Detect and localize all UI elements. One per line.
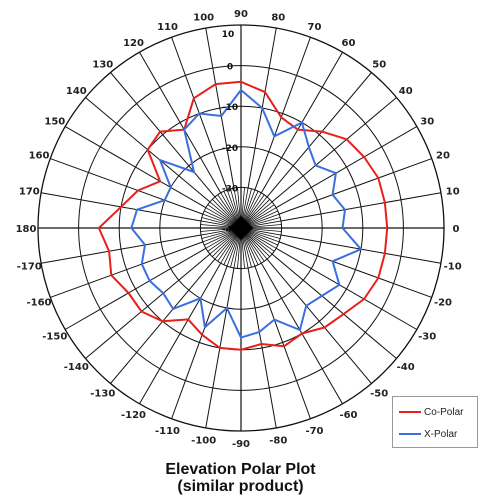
angle-label: 160: [29, 151, 50, 162]
radial-label: 0: [227, 63, 233, 73]
legend-item-co-polar: Co-Polar: [399, 405, 463, 419]
grid-spoke: [50, 241, 204, 298]
angle-label: -130: [90, 389, 115, 400]
grid-spoke: [205, 27, 235, 189]
grid-spoke: [247, 267, 277, 429]
angle-label: 100: [193, 12, 214, 23]
angle-label: -120: [121, 410, 146, 421]
angle-label: 20: [436, 151, 450, 162]
co-polar-swatch: [399, 411, 421, 413]
legend-label-co-polar: Co-Polar: [424, 406, 464, 418]
polar-plot: 0102030405060708090100110120130140150160…: [16, 9, 462, 450]
angle-label: -20: [434, 298, 452, 309]
co-polar-line: [97, 80, 389, 351]
x-polar-line: [130, 89, 362, 339]
angle-label: 130: [92, 59, 113, 70]
angle-label: -30: [418, 332, 436, 343]
grid-spoke: [50, 158, 204, 215]
grid-spoke: [275, 247, 418, 330]
radial-label: -10: [222, 103, 238, 113]
angle-label: 170: [19, 187, 40, 198]
grid-spoke: [275, 126, 418, 209]
grid-spoke: [85, 253, 211, 359]
angle-label: -40: [397, 362, 415, 373]
angle-label: 80: [271, 12, 285, 23]
grid-spoke: [278, 158, 432, 215]
grid-spoke: [280, 192, 442, 222]
chart-subtitle: (similar product): [177, 478, 304, 495]
angle-label: 110: [157, 22, 178, 33]
angle-label: 120: [123, 38, 144, 49]
legend: Co-Polar X-Polar: [392, 396, 478, 448]
angle-label: 60: [342, 38, 356, 49]
radial-label: 10: [222, 30, 235, 40]
grid-spoke: [266, 72, 372, 198]
angle-label: -60: [339, 410, 357, 421]
angle-label: -140: [64, 362, 89, 373]
grid-spoke: [110, 72, 216, 198]
angle-label: -10: [444, 261, 462, 272]
angle-label: -150: [42, 332, 67, 343]
grid-spoke: [139, 262, 222, 405]
chart-title: Elevation Polar Plot: [165, 461, 316, 478]
legend-item-x-polar: X-Polar: [399, 427, 457, 441]
angle-label: 0: [453, 224, 460, 235]
grid-spoke: [40, 234, 202, 264]
angle-label: 180: [16, 224, 37, 235]
grid-spoke: [278, 241, 432, 298]
angle-label: 150: [44, 117, 65, 128]
grid-spoke: [254, 37, 311, 191]
grid-spoke: [254, 265, 311, 419]
radial-label: -40: [222, 225, 238, 235]
grid-spoke: [271, 97, 397, 203]
angle-label: 140: [66, 86, 87, 97]
angle-label: 10: [446, 187, 460, 198]
angle-label: -100: [191, 436, 216, 447]
angle-label: 90: [234, 9, 248, 20]
angle-label: -110: [155, 426, 180, 437]
angle-label: -80: [269, 436, 287, 447]
center-hub: [229, 216, 253, 240]
grid-spoke: [271, 253, 397, 359]
grid-spoke: [266, 258, 372, 384]
angle-label: -50: [370, 389, 388, 400]
angle-label: -160: [26, 298, 51, 309]
angle-label: -70: [305, 426, 323, 437]
grid-spoke: [139, 51, 222, 194]
radial-label: -30: [222, 184, 238, 194]
angle-label: 70: [308, 22, 322, 33]
grid-spoke: [64, 247, 207, 330]
legend-label-x-polar: X-Polar: [424, 428, 458, 440]
angle-label: 40: [399, 86, 413, 97]
angle-label: -170: [17, 261, 42, 272]
radial-label: -20: [222, 144, 238, 154]
angle-label: -90: [232, 439, 250, 450]
grid-spoke: [171, 265, 228, 419]
x-polar-swatch: [399, 433, 421, 435]
grid-spoke: [64, 126, 207, 209]
angle-label: 30: [420, 117, 434, 128]
angle-label: 50: [372, 59, 386, 70]
